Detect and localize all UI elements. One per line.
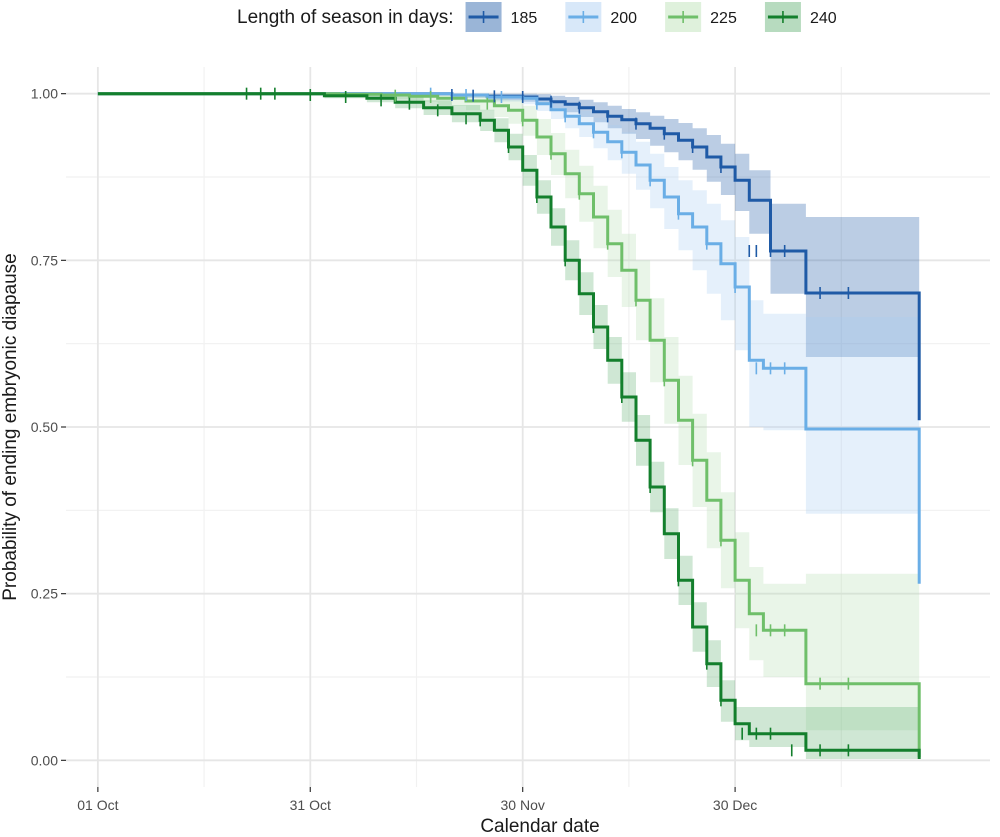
y-tick-label: 0.50 [31, 419, 58, 435]
x-tick-label: 01 Oct [77, 797, 118, 813]
y-tick-label: 0.00 [31, 752, 58, 768]
legend-label-240: 240 [810, 10, 837, 27]
legend-title: Length of season in days: [237, 7, 454, 28]
legend-label-185: 185 [511, 10, 538, 27]
confidence-bands [97, 93, 920, 759]
x-tick-label: 30 Dec [713, 797, 757, 813]
y-axis-title: Probability of ending embryonic diapause [0, 253, 21, 601]
x-tick-label: 31 Oct [290, 797, 331, 813]
legend-label-225: 225 [710, 10, 737, 27]
x-axis-title: Calendar date [480, 816, 599, 837]
grid-major [66, 67, 990, 787]
x-tick-label: 30 Nov [501, 797, 545, 813]
y-tick-label: 1.00 [31, 86, 58, 102]
survival-line-200 [97, 92, 921, 584]
censor-marks [245, 87, 850, 757]
confidence-band-225 [97, 93, 920, 731]
legend-label-200: 200 [610, 10, 637, 27]
legend: Length of season in days: 185 200 225 240 [237, 2, 837, 32]
y-tick-label: 0.75 [31, 252, 58, 268]
plot-panel [66, 67, 990, 787]
y-tick-label: 0.25 [31, 586, 58, 602]
y-axis: 0.00 0.25 0.50 0.75 1.00 [31, 86, 66, 768]
confidence-band-185 [97, 93, 920, 357]
x-axis: 01 Oct 31 Oct 30 Nov 30 Dec [77, 787, 757, 813]
confidence-band-200 [97, 93, 920, 514]
